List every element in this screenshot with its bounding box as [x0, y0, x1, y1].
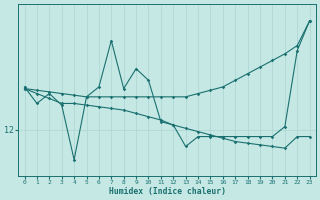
X-axis label: Humidex (Indice chaleur): Humidex (Indice chaleur): [108, 187, 226, 196]
